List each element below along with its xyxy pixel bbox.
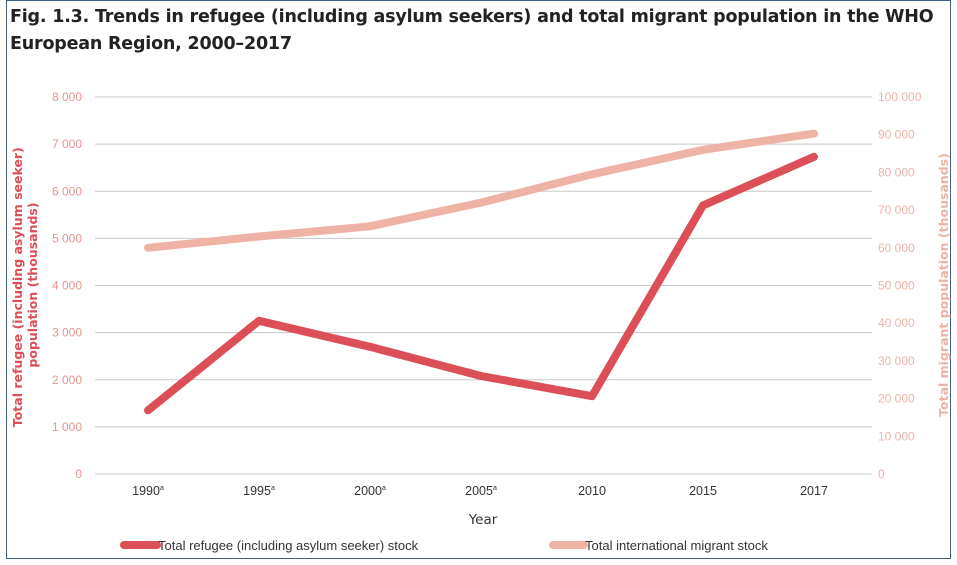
left-axis-label-line-2: population (thousands): [25, 202, 40, 367]
x-tick-label: 1995a: [243, 484, 275, 498]
right-axis-ticks: 0 10 000 20 000 30 000 40 000 50 000 60 000 70 …: [878, 90, 922, 481]
x-tick-superscript: a: [493, 485, 497, 492]
right-axis-label: Total migrant population (thousands): [936, 153, 951, 417]
left-tick-label: 8 000: [52, 90, 82, 104]
x-axis-ticks: 1990a 1995a 2000a 2005a 2010 2015 2017: [132, 484, 828, 498]
migrant-series-line: [144, 129, 818, 252]
left-tick-label: 5 000: [52, 231, 82, 245]
migrant-point: [369, 225, 371, 227]
refugee-point: [147, 409, 149, 411]
left-tick-label: 4 000: [52, 279, 82, 293]
left-tick-label: 0: [75, 467, 82, 481]
left-axis-label: Total refugee (including asylum seeker) …: [10, 143, 40, 427]
figure-frame: [6, 0, 951, 559]
migrant-point: [591, 173, 593, 175]
right-tick-label: 80 000: [878, 165, 915, 179]
grid-lines: [95, 96, 872, 475]
series-layer: [144, 129, 818, 415]
x-tick-label: 2000a: [354, 484, 386, 498]
refugee-point: [480, 375, 482, 377]
right-tick-label: 100 000: [878, 90, 922, 104]
refugee-point: [813, 156, 815, 158]
figure-title: Fig. 1.3. Trends in refugee (including a…: [10, 7, 934, 54]
migrant-point: [813, 133, 815, 135]
x-tick-label: 2015: [689, 484, 717, 498]
refugee-point: [591, 395, 593, 397]
refugee-point: [369, 346, 371, 348]
x-tick-superscript: a: [382, 485, 386, 492]
right-tick-label: 50 000: [878, 279, 915, 293]
left-tick-label: 6 000: [52, 184, 82, 198]
refugee-point: [258, 320, 260, 322]
right-tick-label: 20 000: [878, 392, 915, 406]
right-tick-label: 70 000: [878, 203, 915, 217]
left-tick-label: 7 000: [52, 137, 82, 151]
legend: Total refugee (including asylum seeker) …: [120, 538, 768, 553]
left-tick-label: 1 000: [52, 420, 82, 434]
left-tick-label: 2 000: [52, 373, 82, 387]
right-tick-label: 60 000: [878, 241, 915, 255]
legend-label-refugee: Total refugee (including asylum seeker) …: [158, 538, 419, 553]
x-tick-label: 2017: [800, 484, 828, 498]
refugee-series-line: [144, 152, 818, 415]
refugee-point: [702, 204, 704, 206]
x-tick-label: 2010: [578, 484, 606, 498]
left-axis-ticks: 0 1 000 2 000 3 000 4 000 5 000 6 000 7 000 8 00…: [52, 90, 82, 481]
right-tick-label: 30 000: [878, 354, 915, 368]
x-tick-superscript: a: [271, 485, 275, 492]
x-tick-superscript: a: [160, 485, 164, 492]
right-tick-label: 0: [878, 467, 885, 481]
migrant-point: [480, 202, 482, 204]
left-axis-label-line-1: Total refugee (including asylum seeker): [10, 147, 25, 427]
legend-label-migrant: Total international migrant stock: [585, 538, 768, 553]
right-tick-label: 40 000: [878, 316, 915, 330]
right-tick-label: 10 000: [878, 429, 915, 443]
right-tick-label: 90 000: [878, 128, 915, 142]
migrant-point: [147, 247, 149, 249]
x-tick-label: 2005a: [465, 484, 497, 498]
left-tick-label: 3 000: [52, 326, 82, 340]
migrant-point: [702, 149, 704, 151]
x-tick-label: 1990a: [132, 484, 164, 498]
migrant-point: [258, 236, 260, 237]
x-axis-label: Year: [468, 512, 498, 528]
